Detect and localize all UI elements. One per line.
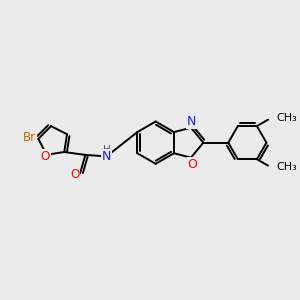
Text: N: N bbox=[102, 150, 111, 163]
Text: O: O bbox=[70, 168, 80, 181]
Text: CH₃: CH₃ bbox=[276, 162, 297, 172]
Text: CH₃: CH₃ bbox=[276, 113, 297, 124]
Text: O: O bbox=[40, 150, 50, 163]
Text: Br: Br bbox=[23, 131, 36, 144]
Text: H: H bbox=[103, 145, 111, 155]
Text: O: O bbox=[188, 158, 197, 171]
Text: N: N bbox=[187, 115, 196, 128]
